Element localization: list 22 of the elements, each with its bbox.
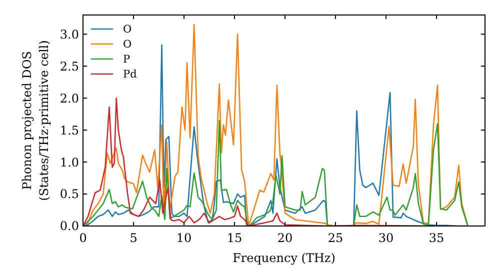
y-axis-title: Phonon projected DOS (States/THz·primitive cell) [20,40,51,201]
y-tick-label: 1.0 [60,155,79,170]
x-tick-label: 0 [79,231,87,245]
y-tick-label: 2.0 [60,91,79,106]
legend-label: Pd [123,68,138,81]
legend-label: P [123,54,130,66]
x-tick-label: 5 [130,231,138,245]
y-tick-label: 2.5 [60,59,79,74]
y-tick-label: 0.0 [60,219,79,234]
y-tick-label: 3.0 [60,27,79,42]
line-series [83,120,468,226]
x-tick-label: 35 [428,231,444,245]
y-tick-label: 0.5 [60,187,79,202]
x-tick-label: 30 [378,231,394,245]
x-axis-title: Frequency (THz) [232,251,336,265]
x-tick-label: 10 [176,231,192,245]
x-tick-label: 20 [277,231,293,245]
x-tick-label: 15 [226,231,242,245]
legend-label: O [123,24,132,36]
legend-label: O [123,38,132,51]
y-tick-label: 1.5 [60,123,79,138]
x-tick-label: 25 [328,231,344,245]
